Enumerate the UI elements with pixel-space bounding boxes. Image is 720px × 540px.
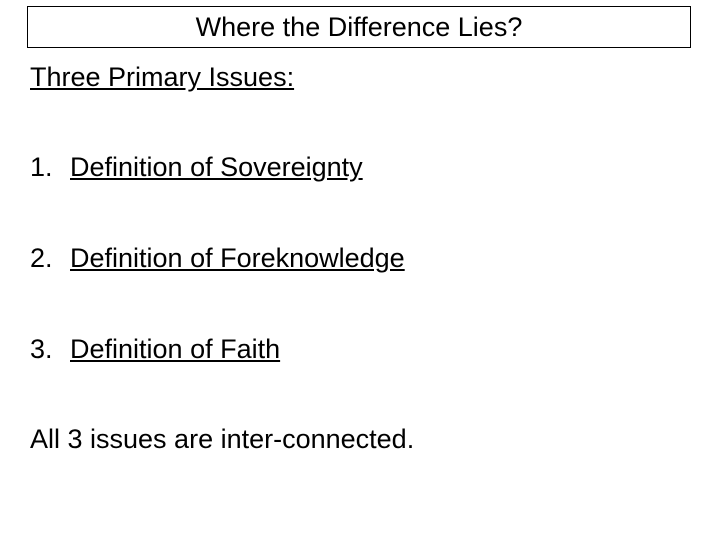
footer-text: All 3 issues are inter-connected. <box>30 424 414 455</box>
list-label: Definition of Foreknowledge <box>70 243 405 273</box>
slide-title: Where the Difference Lies? <box>196 12 523 43</box>
title-box: Where the Difference Lies? <box>27 6 691 48</box>
list-label: Definition of Faith <box>70 334 280 364</box>
list-item: 2.Definition of Foreknowledge <box>30 243 405 274</box>
list-number: 3. <box>30 334 70 365</box>
list-label: Definition of Sovereignty <box>70 152 363 182</box>
list-number: 2. <box>30 243 70 274</box>
list-item: 1.Definition of Sovereignty <box>30 152 363 183</box>
list-number: 1. <box>30 152 70 183</box>
list-item: 3.Definition of Faith <box>30 334 280 365</box>
slide-subtitle: Three Primary Issues: <box>30 62 294 93</box>
